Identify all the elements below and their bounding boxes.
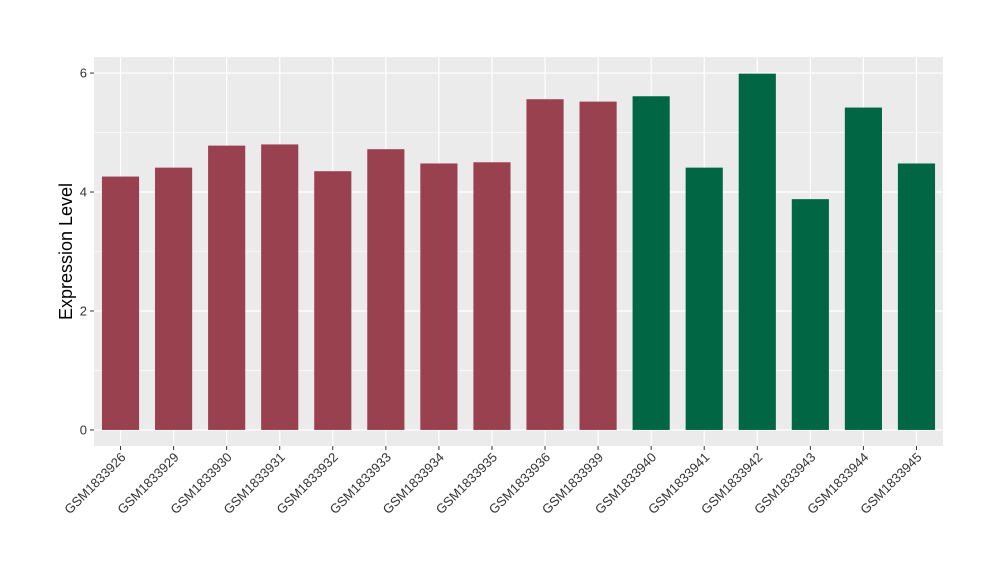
bar-GSM1833934 — [420, 163, 458, 430]
bar-GSM1833941 — [685, 167, 723, 430]
y-axis-title: Expression Level — [56, 183, 76, 320]
bar-GSM1833930 — [208, 145, 246, 430]
bar-GSM1833931 — [261, 144, 299, 430]
bar-GSM1833933 — [367, 149, 405, 430]
bar-GSM1833942 — [738, 73, 776, 430]
x-axis: GSM1833926GSM1833929GSM1833930GSM1833931… — [61, 446, 925, 517]
y-tick-label: 6 — [80, 66, 87, 81]
bar-GSM1833940 — [632, 96, 670, 430]
bar-GSM1833936 — [526, 99, 564, 430]
bar-GSM1833943 — [791, 199, 829, 430]
bar-GSM1833945 — [897, 163, 936, 430]
y-axis: 0 2 4 6 — [80, 66, 94, 437]
y-tick-label: 2 — [80, 303, 87, 318]
bar-GSM1833929 — [155, 167, 193, 430]
bar-GSM1833932 — [314, 171, 352, 430]
bar-GSM1833939 — [579, 101, 617, 430]
y-tick-label: 4 — [80, 185, 87, 200]
y-tick-label: 0 — [80, 422, 87, 437]
bar-GSM1833926 — [101, 176, 140, 430]
bar-GSM1833944 — [844, 107, 882, 430]
bars — [101, 73, 936, 430]
bar-GSM1833935 — [473, 162, 511, 430]
